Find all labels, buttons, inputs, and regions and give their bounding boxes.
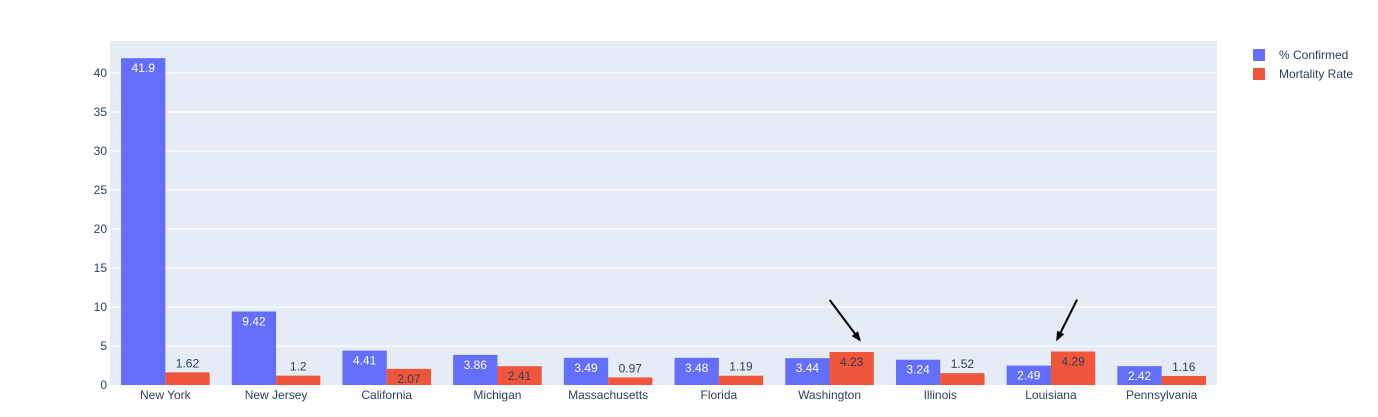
bar-value-label: 0.97 (619, 361, 643, 375)
gridlines (110, 72, 1217, 347)
bar[interactable] (1050, 351, 1096, 385)
x-tick-label: Florida (701, 388, 738, 402)
bar-value-label: 4.41 (353, 354, 377, 368)
y-tick-label: 25 (94, 183, 108, 197)
bar-value-label: 2.42 (1128, 369, 1152, 383)
bar[interactable] (785, 358, 830, 385)
bar-value-label: 2.07 (397, 372, 421, 386)
x-axis: New York New Jersey California Michigan Mass… (140, 388, 1198, 402)
bar[interactable] (1006, 365, 1051, 385)
bar[interactable] (386, 368, 432, 385)
bar-value-label: 3.44 (796, 361, 820, 375)
bar-labels: 41.9 9.42 4.41 3.86 3.49 3.48 3.44 3.24 2.49 2.42… (132, 61, 1196, 386)
bar-value-label: 3.49 (574, 361, 598, 375)
bar[interactable] (121, 58, 166, 385)
bar[interactable] (342, 350, 387, 385)
bar-value-label: 4.23 (840, 355, 864, 369)
bar[interactable] (453, 354, 498, 385)
bar[interactable] (1117, 366, 1162, 385)
legend-label: % Confirmed (1279, 48, 1348, 62)
bar[interactable] (1161, 375, 1206, 385)
bar-value-label: 1.16 (1172, 360, 1196, 374)
bar[interactable] (940, 373, 985, 385)
legend-item[interactable]: % Confirmed (1253, 48, 1348, 62)
bar-value-label: 2.49 (1017, 369, 1041, 383)
x-tick-label: New Jersey (245, 388, 308, 402)
plot-area (110, 41, 1217, 385)
bar[interactable] (165, 372, 210, 385)
bar[interactable] (608, 377, 653, 385)
bar-value-label: 9.42 (242, 315, 266, 329)
y-tick-label: 20 (94, 222, 108, 236)
bar-value-label: 3.86 (464, 358, 488, 372)
annotation-arrow (828, 299, 861, 342)
bar[interactable] (276, 375, 321, 385)
bar-value-label: 41.9 (132, 61, 156, 75)
bar-value-label: 4.29 (1061, 355, 1085, 369)
x-tick-label: California (361, 388, 412, 402)
bar-value-label: 1.2 (290, 360, 307, 374)
bar-value-label: 1.52 (951, 357, 975, 371)
x-tick-label: New York (140, 388, 192, 402)
bar[interactable] (829, 352, 874, 385)
y-tick-label: 30 (94, 144, 108, 158)
legend-swatch (1253, 49, 1265, 61)
y-tick-label: 15 (94, 261, 108, 275)
legend-item[interactable]: Mortality Rate (1253, 67, 1353, 81)
x-tick-label: Louisiana (1025, 388, 1077, 402)
y-axis: 0 5 10 15 20 25 30 35 40 (94, 66, 108, 392)
x-tick-label: Pennsylvania (1126, 388, 1198, 402)
x-tick-label: Massachusetts (568, 388, 648, 402)
y-tick-label: 35 (94, 105, 108, 119)
bar[interactable] (231, 311, 277, 385)
x-tick-label: Michigan (473, 388, 521, 402)
bar-value-label: 3.24 (906, 363, 930, 377)
y-tick-label: 5 (100, 339, 107, 353)
legend[interactable]: % Confirmed Mortality Rate (1253, 48, 1353, 81)
bar-value-label: 2.41 (508, 369, 532, 383)
legend-label: Mortality Rate (1279, 67, 1353, 81)
bar[interactable] (497, 366, 542, 385)
y-tick-label: 0 (100, 378, 107, 392)
legend-swatch (1253, 68, 1265, 80)
x-tick-label: Washington (798, 388, 861, 402)
y-tick-label: 40 (94, 66, 108, 80)
bars (121, 58, 1206, 385)
annotations (828, 299, 1078, 342)
bar-value-label: 1.62 (176, 356, 200, 370)
bar[interactable] (674, 357, 719, 385)
bar-value-label: 1.19 (729, 360, 753, 374)
bar[interactable] (563, 357, 609, 385)
annotation-arrow (1056, 299, 1078, 342)
bar-value-label: 3.48 (685, 361, 709, 375)
bar[interactable] (718, 375, 764, 385)
bar[interactable] (895, 359, 941, 385)
y-tick-label: 10 (94, 300, 108, 314)
x-tick-label: Illinois (924, 388, 957, 402)
